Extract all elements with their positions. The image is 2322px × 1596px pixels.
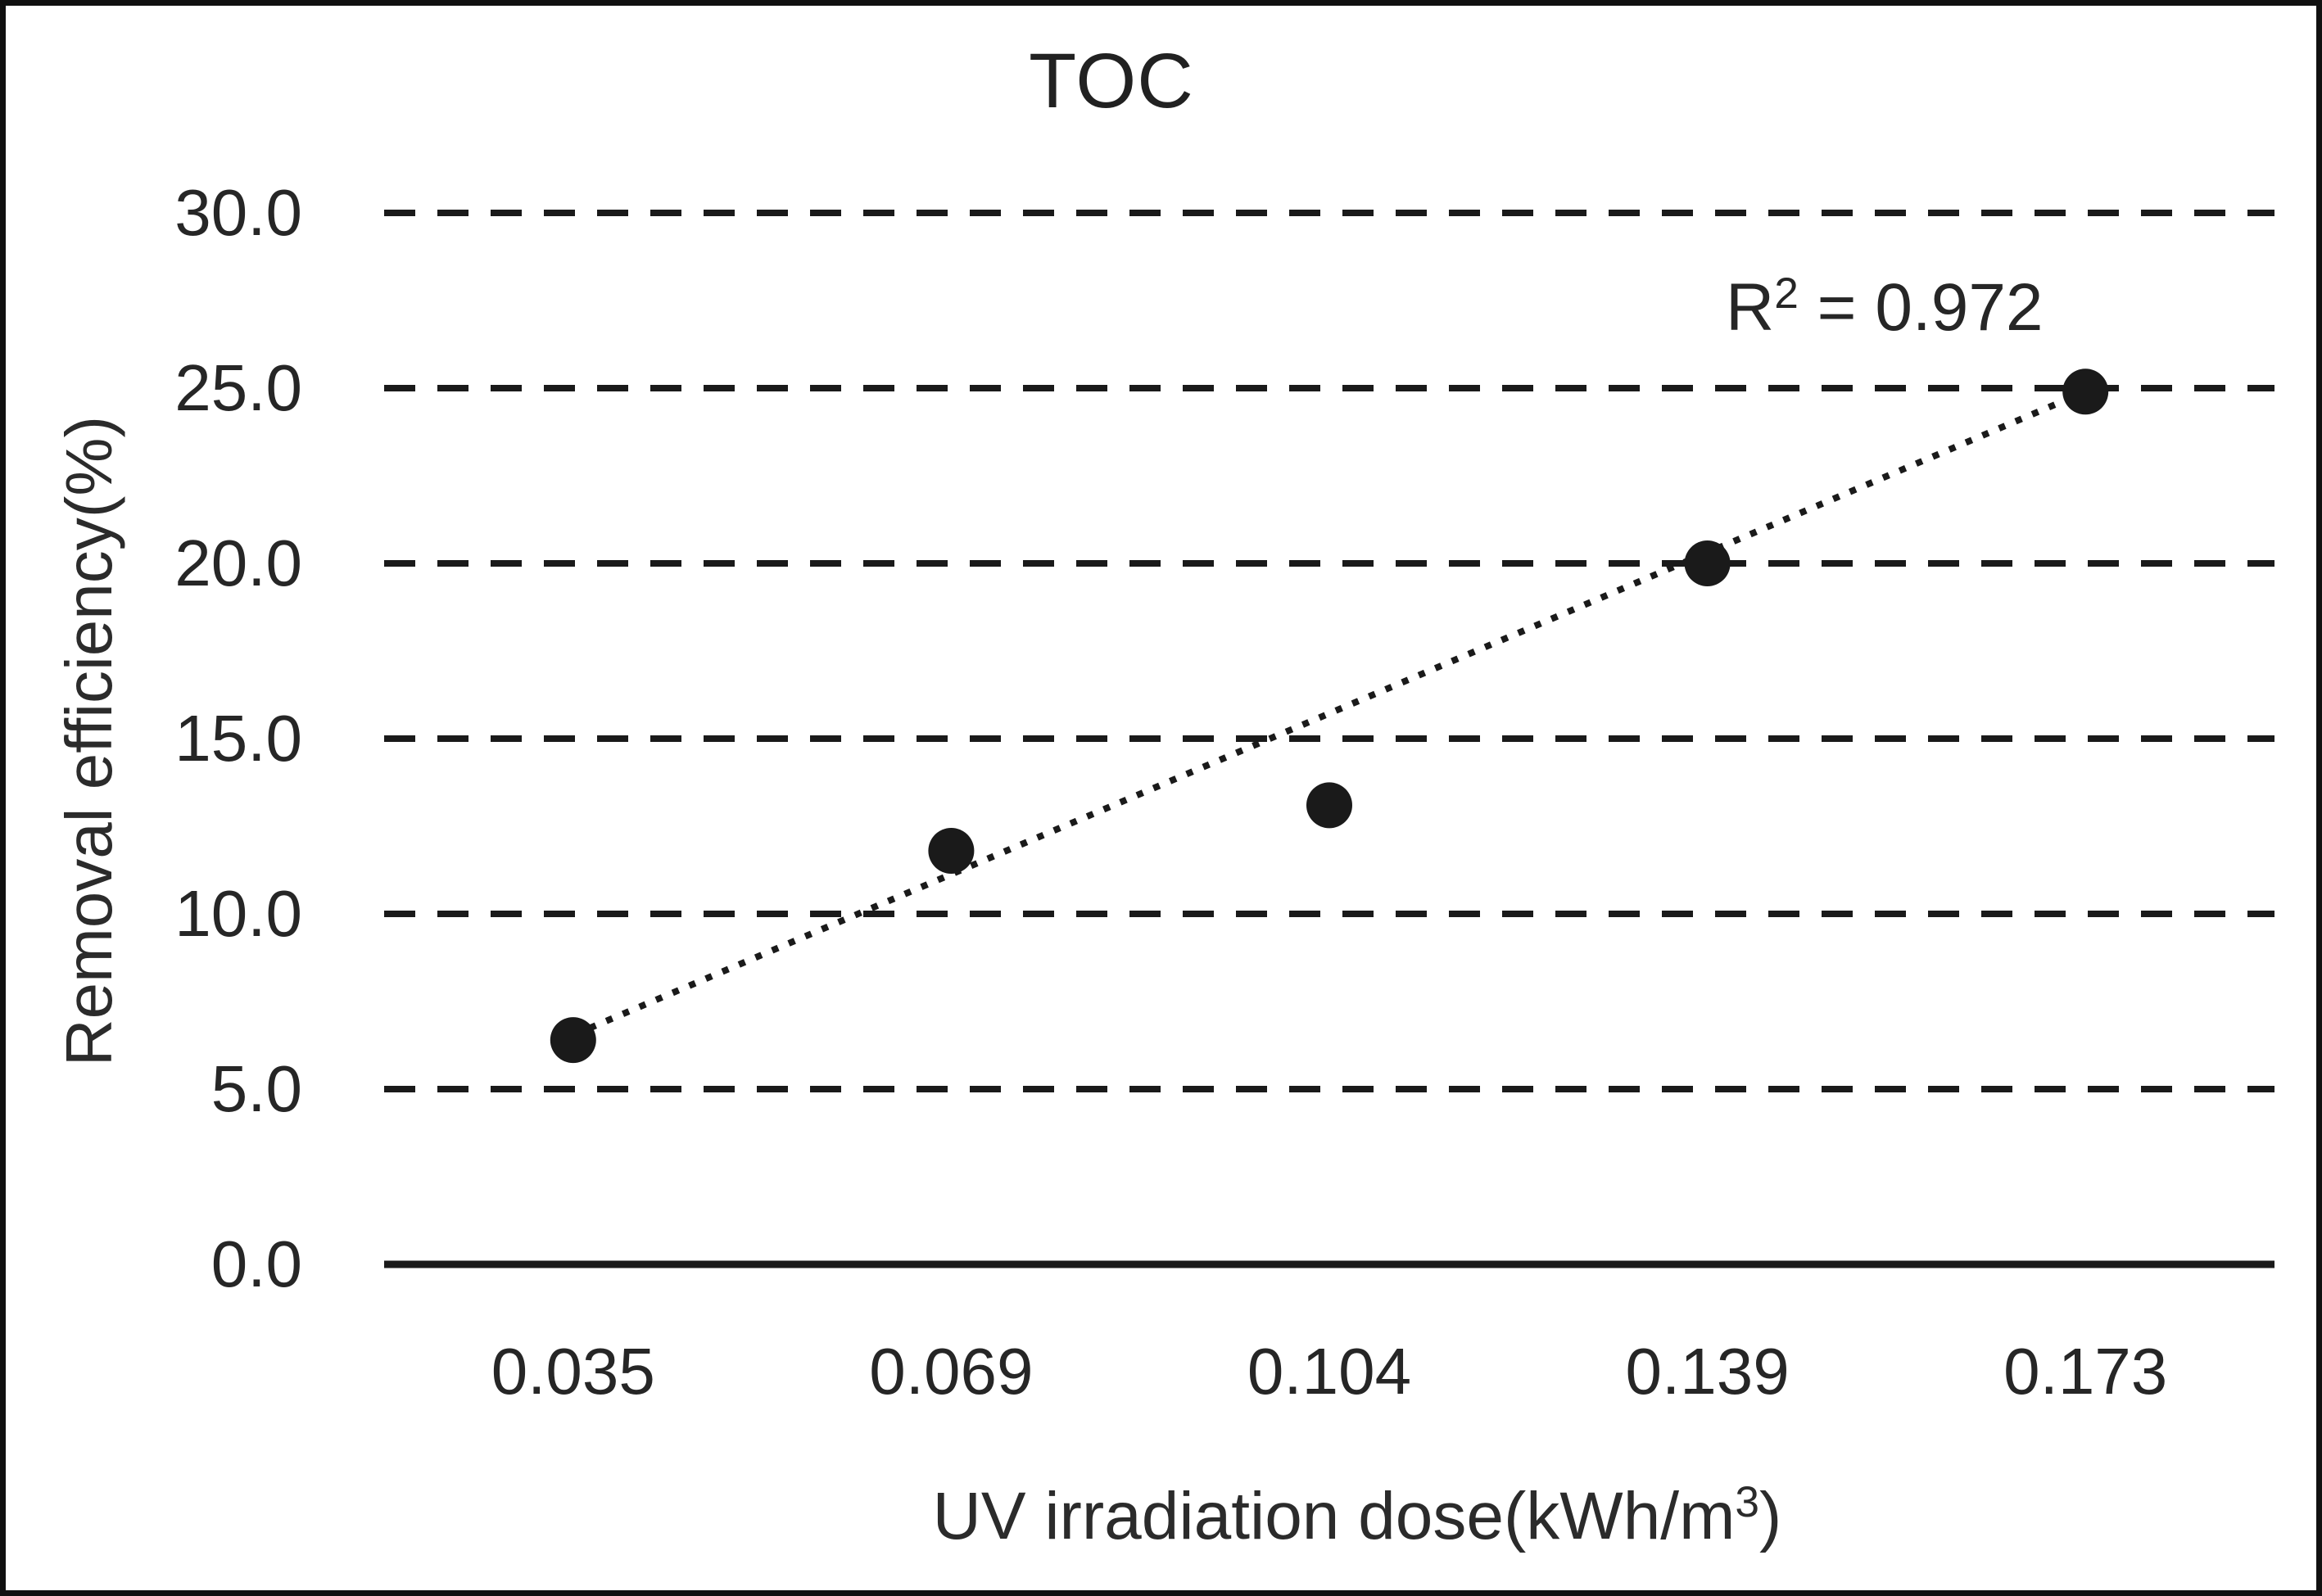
plot-area: 30.0 25.0 20.0 15.0 10.0 5.0 0.0 0.035 0.069 0.10…: [174, 176, 2274, 1408]
data-point: [2062, 368, 2109, 415]
y-tick-label: 30.0: [174, 176, 302, 249]
data-point: [1306, 782, 1352, 829]
x-tick-label: 0.069: [869, 1335, 1033, 1408]
y-tick-label: 25.0: [174, 351, 302, 424]
y-tick-label: 0.0: [211, 1228, 302, 1300]
r2-superscript: 2: [1774, 269, 1799, 319]
x-tick-label: 0.139: [1625, 1335, 1789, 1408]
data-point: [928, 827, 975, 874]
data-point: [550, 1017, 596, 1064]
chart-title: TOC: [1029, 38, 1194, 124]
x-axis-title-superscript: 3: [1735, 1478, 1760, 1527]
y-tick-label: 15.0: [174, 702, 302, 775]
data-point: [1684, 540, 1731, 586]
y-tick-label: 20.0: [174, 527, 302, 599]
x-tick-label: 0.035: [491, 1335, 655, 1408]
y-tick-label: 5.0: [211, 1052, 302, 1125]
r2-value: = 0.972: [1798, 270, 2044, 345]
trendline: [572, 388, 2087, 1038]
r-squared-annotation: R2 = 0.972: [1726, 269, 2044, 346]
x-axis-title: UV irradiation dose(kWh/m3): [933, 1478, 1782, 1555]
r2-base: R: [1726, 270, 1775, 345]
x-tick-label: 0.173: [2003, 1335, 2167, 1408]
y-tick-label: 10.0: [174, 877, 302, 950]
x-axis-title-prefix: UV irradiation dose(kWh/m: [932, 1479, 1736, 1553]
x-axis-title-suffix: ): [1759, 1479, 1782, 1553]
x-tick-label: 0.104: [1247, 1335, 1411, 1408]
